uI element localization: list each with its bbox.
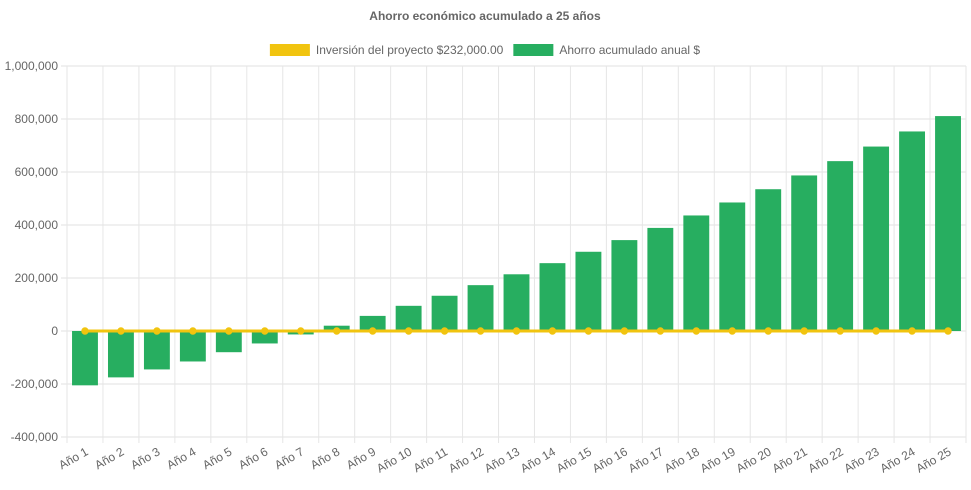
bar — [215, 331, 242, 353]
x-axis: Año 1 Año 2 Año 3 Año 4 Año 5 Año 6 Año 7 Año 8… — [56, 444, 953, 475]
line-point — [728, 327, 736, 335]
line-point — [548, 327, 557, 335]
bar — [791, 175, 818, 331]
x-tick-label: Año 14 — [518, 444, 558, 475]
bar — [719, 202, 746, 331]
line-point — [225, 327, 233, 335]
bar — [683, 215, 710, 331]
line-point — [117, 327, 125, 335]
x-tick-label: Año 9 — [344, 444, 378, 472]
x-tick-label: Año 23 — [842, 444, 882, 475]
y-axis: 1,000,000 800,000 600,000 400,000 200,000 0 -2… — [5, 59, 59, 444]
x-tick-label: Año 3 — [128, 444, 162, 472]
bar — [827, 161, 854, 331]
chart-title: Ahorro económico acumulado a 25 años — [369, 9, 601, 23]
line-series — [81, 327, 952, 335]
y-tick-label: 200,000 — [15, 271, 59, 285]
x-tick-label: Año 10 — [374, 444, 414, 475]
y-tick-label: 600,000 — [15, 165, 59, 179]
x-tick-label: Año 13 — [482, 444, 522, 475]
line-point — [333, 327, 341, 335]
x-tick-label: Año 6 — [236, 444, 270, 472]
bar — [539, 263, 566, 331]
x-tick-label: Año 1 — [56, 444, 90, 472]
bar — [467, 285, 494, 331]
x-tick-label: Año 17 — [626, 444, 666, 475]
bar — [575, 251, 602, 331]
line-point — [584, 327, 593, 335]
x-tick-label: Año 2 — [92, 444, 126, 472]
line-point — [153, 327, 161, 335]
y-tick-label: 1,000,000 — [5, 59, 59, 73]
legend: Inversión del proyecto $232,000.00 Ahorro… — [269, 43, 700, 57]
bar — [179, 331, 206, 362]
line-point — [404, 327, 413, 335]
x-tick-label: Año 25 — [914, 444, 954, 475]
bar — [863, 146, 890, 331]
y-tick-label: 800,000 — [15, 112, 59, 126]
line-point — [620, 327, 629, 335]
bar-series — [72, 116, 961, 386]
x-tick-label: Año 4 — [164, 444, 198, 472]
x-tick-label: Año 22 — [806, 444, 846, 475]
y-tick-label: 400,000 — [15, 218, 59, 232]
x-tick-label: Año 8 — [308, 444, 342, 472]
line-point — [440, 327, 449, 335]
bar — [143, 331, 170, 370]
y-tick-label: 0 — [51, 324, 58, 338]
x-tick-label: Año 24 — [878, 444, 918, 475]
line-point — [692, 327, 700, 335]
line-point — [512, 327, 521, 335]
bar — [359, 315, 386, 331]
line-point — [764, 327, 772, 335]
line-point — [368, 327, 377, 335]
line-point — [836, 327, 844, 335]
x-tick-label: Año 18 — [662, 444, 702, 475]
line-point — [656, 327, 665, 335]
bar — [72, 331, 98, 386]
legend-swatch — [269, 44, 310, 56]
line-point — [297, 327, 305, 335]
bar — [251, 331, 278, 344]
x-tick-label: Año 21 — [770, 444, 810, 475]
y-tick-label: -400,000 — [11, 430, 59, 444]
line-point — [800, 327, 808, 335]
legend-label: Ahorro acumulado anual $ — [559, 43, 700, 57]
line-point — [261, 327, 269, 335]
x-tick-label: Año 19 — [698, 444, 738, 475]
bar — [107, 331, 134, 378]
x-tick-label: Año 20 — [734, 444, 774, 475]
bar — [755, 189, 782, 331]
line-point — [476, 327, 485, 335]
legend-swatch — [513, 44, 554, 56]
y-tick-label: -200,000 — [11, 377, 59, 391]
line-point — [81, 327, 89, 335]
x-tick-label: Año 15 — [554, 444, 594, 475]
x-tick-label: Año 7 — [272, 444, 306, 472]
bar — [935, 116, 961, 332]
line-point — [944, 327, 952, 335]
line-point — [908, 327, 916, 335]
bar — [431, 295, 458, 331]
x-tick-label: Año 16 — [590, 444, 630, 475]
bar — [395, 305, 422, 331]
bar — [899, 131, 926, 331]
x-tick-label: Año 11 — [411, 444, 450, 475]
bar — [647, 227, 674, 331]
bar — [611, 240, 638, 331]
bar — [503, 274, 530, 331]
line-point — [189, 327, 197, 335]
x-tick-label: Año 5 — [200, 444, 234, 472]
legend-label: Inversión del proyecto $232,000.00 — [316, 43, 504, 57]
line-point — [872, 327, 880, 335]
x-tick-label: Año 12 — [446, 444, 486, 475]
